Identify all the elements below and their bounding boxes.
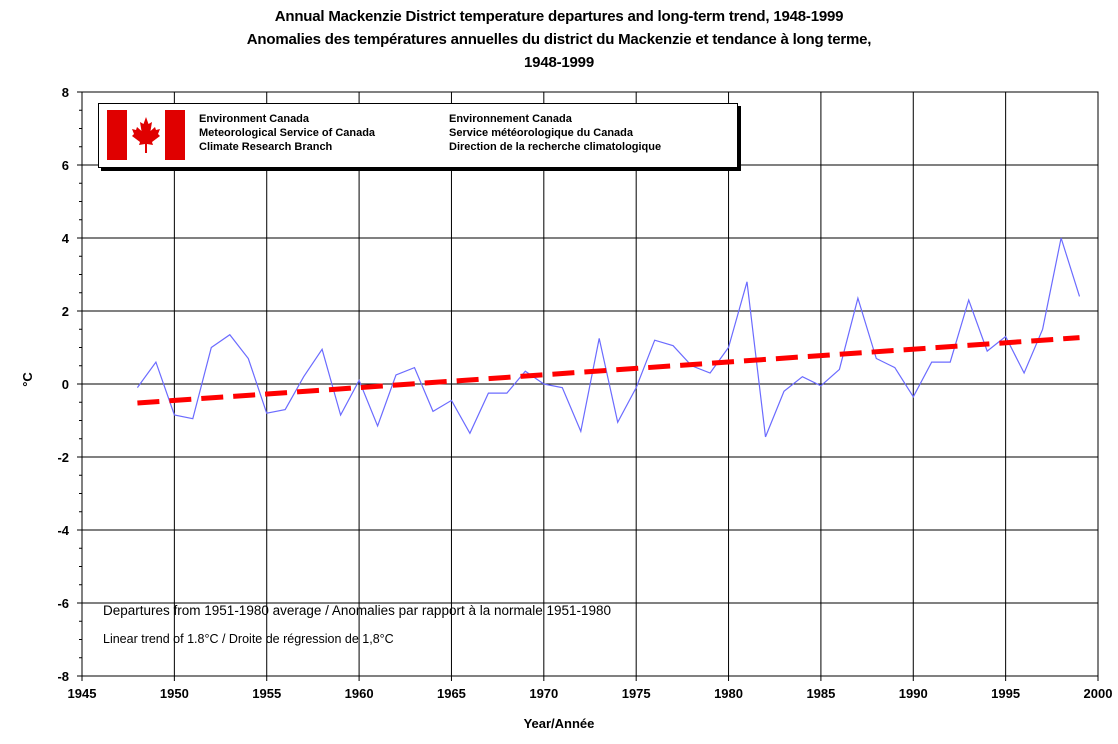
- x-tick-label: 1950: [160, 686, 189, 701]
- maple-leaf-icon: [132, 117, 160, 153]
- canada-flag-icon: [107, 110, 185, 160]
- x-tick-label: 1985: [806, 686, 835, 701]
- chart-subtitle-years: 1948-1999: [524, 54, 594, 71]
- y-tick-label: 2: [62, 304, 69, 319]
- x-axis-label: Year/Année: [523, 716, 595, 731]
- org-line: Direction de la recherche climatologique: [449, 141, 662, 153]
- y-tick-label: -6: [57, 596, 69, 611]
- x-tick-label: 2000: [1084, 686, 1113, 701]
- y-tick-label: 4: [62, 231, 70, 246]
- y-axis-label: °C: [19, 372, 35, 387]
- org-line: Meteorological Service of Canada: [199, 127, 376, 139]
- x-tick-label: 1995: [991, 686, 1020, 701]
- x-tick-label: 1990: [899, 686, 928, 701]
- chart-title: Annual Mackenzie District temperature de…: [274, 8, 844, 25]
- x-tick-label: 1975: [622, 686, 651, 701]
- trend-note: Linear trend of 1.8°C / Droite de régres…: [103, 632, 394, 646]
- y-tick-label: 0: [62, 377, 69, 392]
- org-names-french: Environnement Canada Service météorologi…: [449, 112, 661, 154]
- x-tick-label: 1960: [345, 686, 374, 701]
- chart-subtitle: Anomalies des températures annuelles du …: [246, 31, 872, 48]
- y-tick-label: -4: [57, 523, 69, 538]
- x-tick-label: 1965: [437, 686, 466, 701]
- org-line: Environnement Canada: [449, 113, 572, 125]
- x-tick-label: 1970: [529, 686, 558, 701]
- org-names-english: Environment Canada Meteorological Servic…: [199, 112, 375, 154]
- org-line: Climate Research Branch: [199, 141, 333, 153]
- x-tick-label: 1945: [68, 686, 97, 701]
- x-tick-label: 1980: [714, 686, 743, 701]
- y-tick-label: 6: [62, 158, 69, 173]
- x-tick-label: 1955: [252, 686, 281, 701]
- anomaly-series-line: [136, 237, 1081, 438]
- environment-canada-logo-box: Environment Canada Meteorological Servic…: [98, 103, 738, 168]
- org-line: Service météorologique du Canada: [449, 127, 633, 139]
- y-tick-label: -8: [57, 669, 69, 684]
- y-tick-label: -2: [57, 450, 69, 465]
- y-tick-label: 8: [62, 85, 69, 100]
- org-line: Environment Canada: [199, 113, 310, 125]
- departures-note: Departures from 1951-1980 average / Anom…: [103, 603, 612, 618]
- trend-series-line: [137, 335, 1080, 406]
